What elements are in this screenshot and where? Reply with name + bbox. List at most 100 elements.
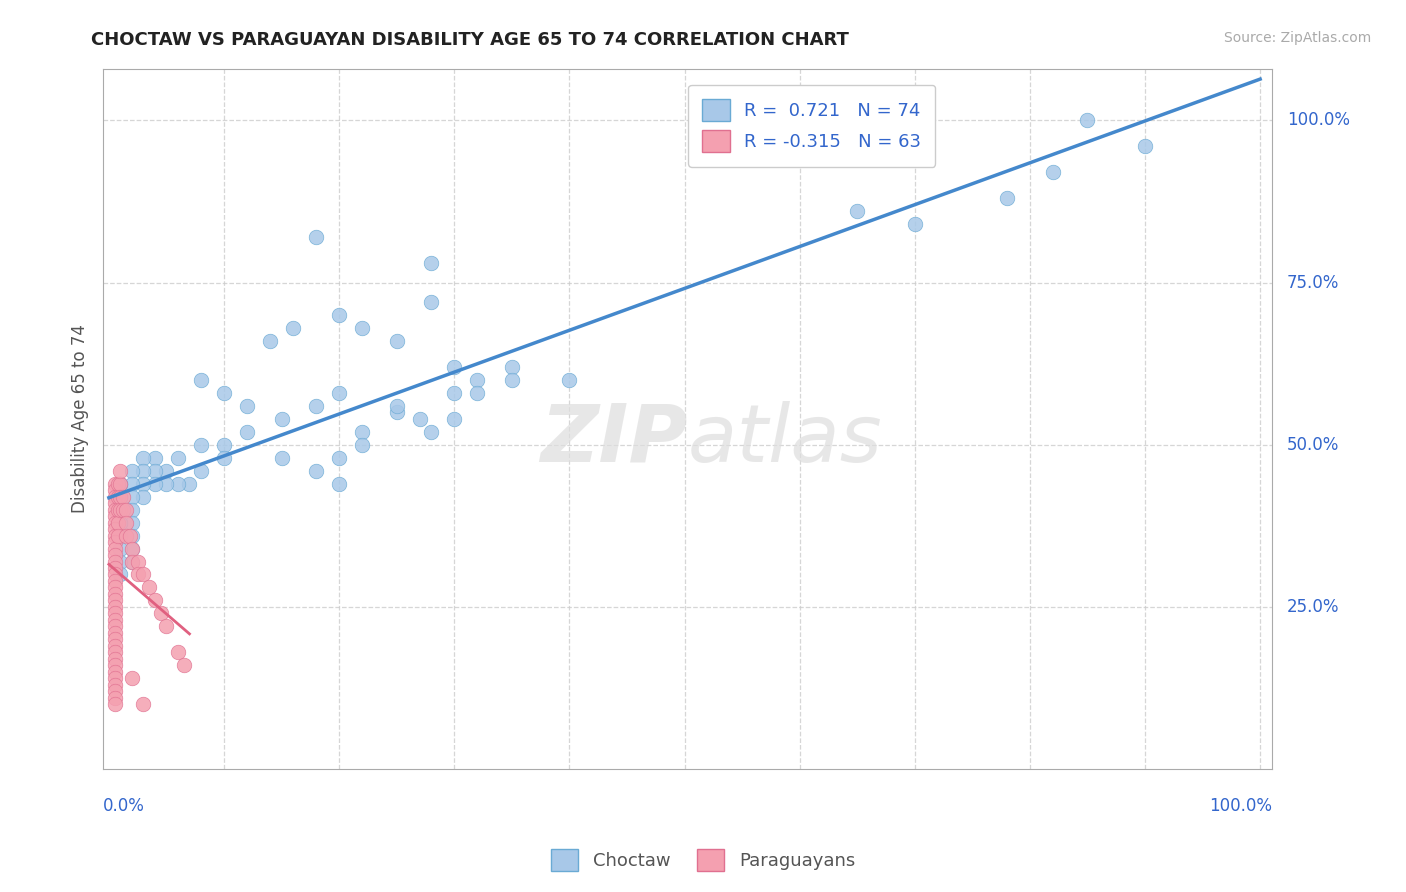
Point bbox=[1076, 113, 1098, 128]
Point bbox=[107, 516, 129, 530]
Point bbox=[104, 567, 127, 582]
Point bbox=[846, 204, 869, 219]
Point bbox=[107, 528, 129, 542]
Point bbox=[110, 490, 132, 504]
Point bbox=[104, 548, 127, 562]
Point bbox=[110, 476, 132, 491]
Point bbox=[138, 581, 160, 595]
Point bbox=[352, 425, 374, 439]
Point bbox=[465, 385, 488, 400]
Text: 100.0%: 100.0% bbox=[1209, 797, 1271, 815]
Point bbox=[443, 385, 465, 400]
Point bbox=[212, 385, 235, 400]
Point bbox=[558, 373, 581, 387]
Point bbox=[167, 476, 190, 491]
Point bbox=[104, 607, 127, 621]
Point bbox=[110, 554, 132, 568]
Point bbox=[121, 541, 143, 556]
Point bbox=[127, 554, 149, 568]
Point bbox=[385, 399, 408, 413]
Point bbox=[132, 464, 155, 478]
Point bbox=[104, 581, 127, 595]
Text: atlas: atlas bbox=[688, 401, 882, 479]
Point bbox=[385, 405, 408, 419]
Point bbox=[143, 464, 166, 478]
Point bbox=[110, 490, 132, 504]
Point bbox=[118, 528, 141, 542]
Point bbox=[420, 295, 443, 310]
Point bbox=[111, 502, 134, 516]
Point bbox=[107, 476, 129, 491]
Point bbox=[110, 516, 132, 530]
Text: 25.0%: 25.0% bbox=[1286, 598, 1340, 615]
Point bbox=[132, 567, 155, 582]
Point bbox=[104, 574, 127, 588]
Point bbox=[420, 425, 443, 439]
Point bbox=[904, 217, 927, 231]
Point bbox=[110, 476, 132, 491]
Point bbox=[328, 308, 350, 322]
Text: 75.0%: 75.0% bbox=[1286, 274, 1340, 292]
Point bbox=[167, 450, 190, 465]
Point bbox=[104, 625, 127, 640]
Point bbox=[104, 541, 127, 556]
Point bbox=[143, 450, 166, 465]
Point bbox=[352, 438, 374, 452]
Point bbox=[121, 554, 143, 568]
Point bbox=[104, 665, 127, 679]
Point bbox=[115, 516, 138, 530]
Point bbox=[465, 373, 488, 387]
Point bbox=[155, 476, 177, 491]
Point bbox=[104, 639, 127, 653]
Point bbox=[352, 321, 374, 335]
Point bbox=[1133, 139, 1156, 153]
Text: 50.0%: 50.0% bbox=[1286, 436, 1340, 454]
Point bbox=[132, 697, 155, 711]
Point bbox=[259, 334, 281, 348]
Point bbox=[305, 230, 328, 244]
Point bbox=[167, 645, 190, 659]
Point bbox=[110, 476, 132, 491]
Point bbox=[121, 541, 143, 556]
Point bbox=[443, 359, 465, 374]
Point bbox=[420, 256, 443, 270]
Legend: Choctaw, Paraguayans: Choctaw, Paraguayans bbox=[544, 842, 862, 879]
Point bbox=[385, 334, 408, 348]
Point bbox=[121, 502, 143, 516]
Point bbox=[155, 464, 177, 478]
Point bbox=[104, 599, 127, 614]
Point bbox=[107, 502, 129, 516]
Point bbox=[104, 645, 127, 659]
Point bbox=[104, 613, 127, 627]
Point bbox=[104, 652, 127, 666]
Point bbox=[328, 450, 350, 465]
Point bbox=[104, 678, 127, 692]
Point bbox=[121, 476, 143, 491]
Point bbox=[104, 516, 127, 530]
Point bbox=[270, 412, 292, 426]
Point bbox=[328, 385, 350, 400]
Point bbox=[270, 450, 292, 465]
Point bbox=[104, 671, 127, 685]
Point bbox=[104, 496, 127, 510]
Point bbox=[995, 191, 1018, 205]
Point bbox=[155, 619, 177, 633]
Point bbox=[104, 554, 127, 568]
Legend: R =  0.721   N = 74, R = -0.315   N = 63: R = 0.721 N = 74, R = -0.315 N = 63 bbox=[688, 85, 935, 167]
Point bbox=[115, 528, 138, 542]
Text: 0.0%: 0.0% bbox=[103, 797, 145, 815]
Point bbox=[121, 554, 143, 568]
Point bbox=[121, 516, 143, 530]
Point bbox=[190, 464, 212, 478]
Point bbox=[305, 464, 328, 478]
Point bbox=[132, 490, 155, 504]
Point bbox=[501, 359, 523, 374]
Point bbox=[190, 373, 212, 387]
Point bbox=[115, 502, 138, 516]
Point bbox=[443, 412, 465, 426]
Point bbox=[409, 412, 432, 426]
Point bbox=[190, 438, 212, 452]
Text: 100.0%: 100.0% bbox=[1286, 112, 1350, 129]
Point bbox=[104, 619, 127, 633]
Point bbox=[104, 697, 127, 711]
